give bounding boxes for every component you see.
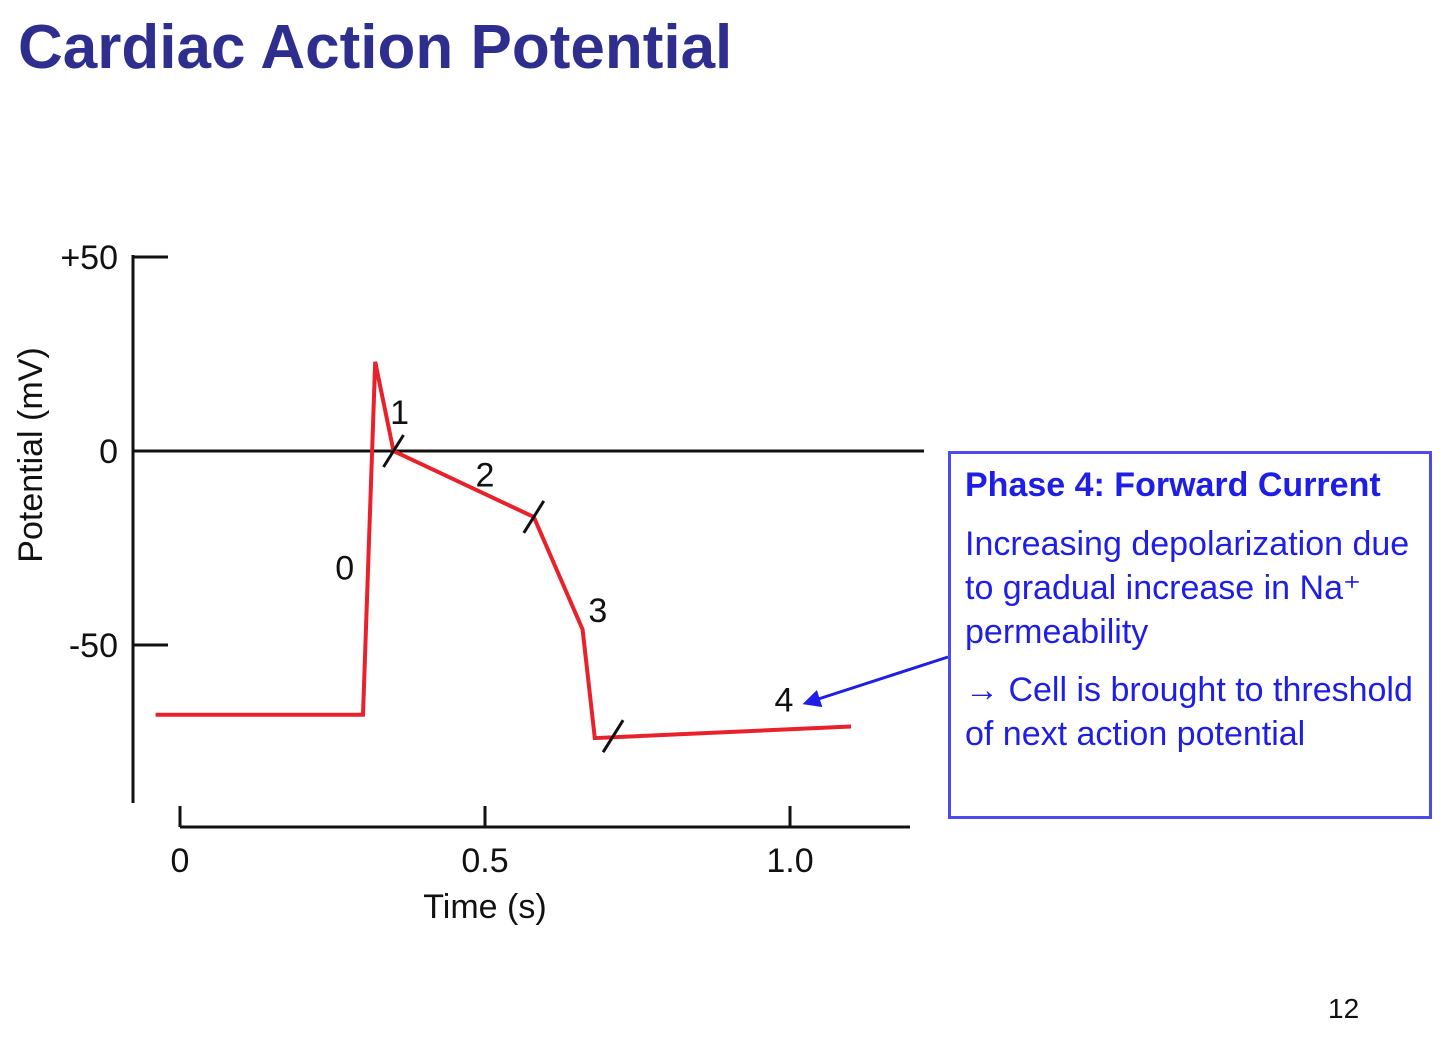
x-tick-label: 1.0 [766, 842, 813, 880]
y-axis-title: Potential (mV) [12, 347, 50, 562]
callout-arrow [802, 655, 949, 708]
info-result: → Cell is brought to threshold of next a… [965, 671, 1413, 753]
y-tick-label: +50 [60, 239, 118, 277]
phase-label: 4 [774, 681, 793, 719]
phase-label: 0 [335, 549, 354, 587]
info-body: Increasing depolarization due to gradual… [965, 525, 1410, 651]
phase-boundary-mark [382, 434, 405, 468]
info-heading: Phase 4: Forward Current [965, 466, 1381, 504]
phase-label: 1 [390, 394, 409, 432]
action-potential-curve [155, 361, 852, 741]
x-axis-title: Time (s) [423, 888, 546, 926]
slide-title: Cardiac Action Potential [18, 13, 733, 82]
phase-label: 2 [476, 456, 495, 494]
phase-boundary-mark [522, 500, 546, 534]
x-tick-label: 0.5 [461, 842, 508, 880]
y-tick-label: -50 [69, 627, 118, 665]
y-tick-label: 0 [99, 433, 118, 471]
phase-info-box: Phase 4: Forward Current Increasing depo… [948, 451, 1432, 819]
page-number: 12 [1328, 993, 1360, 1024]
phase-boundary-mark [601, 719, 625, 753]
phase-label: 3 [588, 592, 607, 630]
x-tick-label: 0 [171, 842, 190, 880]
